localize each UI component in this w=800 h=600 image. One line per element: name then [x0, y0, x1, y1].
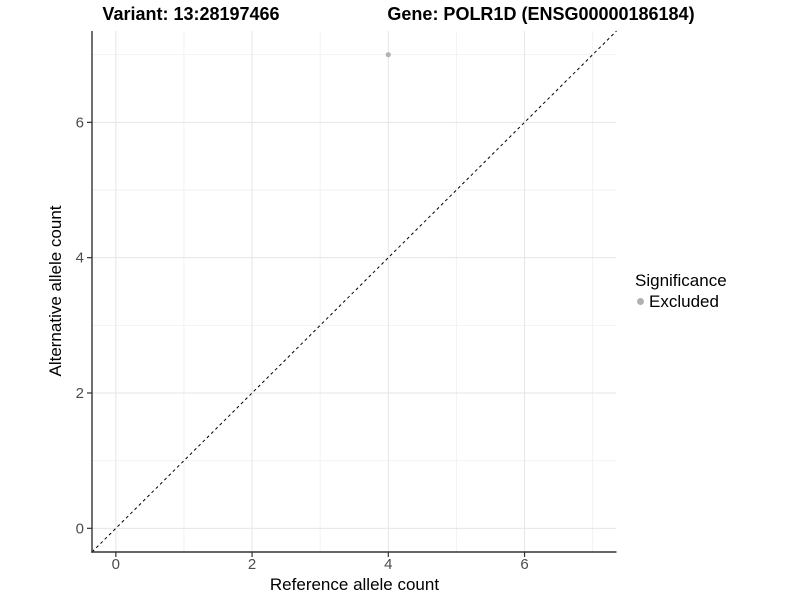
identity-line	[91, 30, 617, 553]
gene-title: Gene: POLR1D (ENSG00000186184)	[387, 4, 695, 24]
legend-item-excluded: Excluded	[635, 292, 727, 311]
legend-point-icon	[637, 298, 644, 305]
legend-title: Significance	[635, 271, 727, 290]
legend: Significance Excluded	[635, 271, 727, 311]
x-axis-title: Reference allele count	[269, 575, 440, 594]
x-tick-label: 2	[248, 556, 256, 573]
variant-title: Variant: 13:28197466	[102, 4, 280, 24]
y-tick-label: 2	[76, 385, 84, 402]
y-axis-title: Alternative allele count	[46, 205, 65, 377]
y-tick-label: 4	[76, 250, 84, 267]
legend-item-label: Excluded	[649, 292, 719, 311]
data-point-excluded	[385, 52, 391, 58]
y-tick-label: 0	[76, 520, 84, 537]
x-tick-label: 4	[384, 556, 392, 573]
x-tick-label: 0	[112, 556, 120, 573]
x-tick-label: 6	[520, 556, 528, 573]
y-tick-label: 6	[76, 114, 84, 131]
